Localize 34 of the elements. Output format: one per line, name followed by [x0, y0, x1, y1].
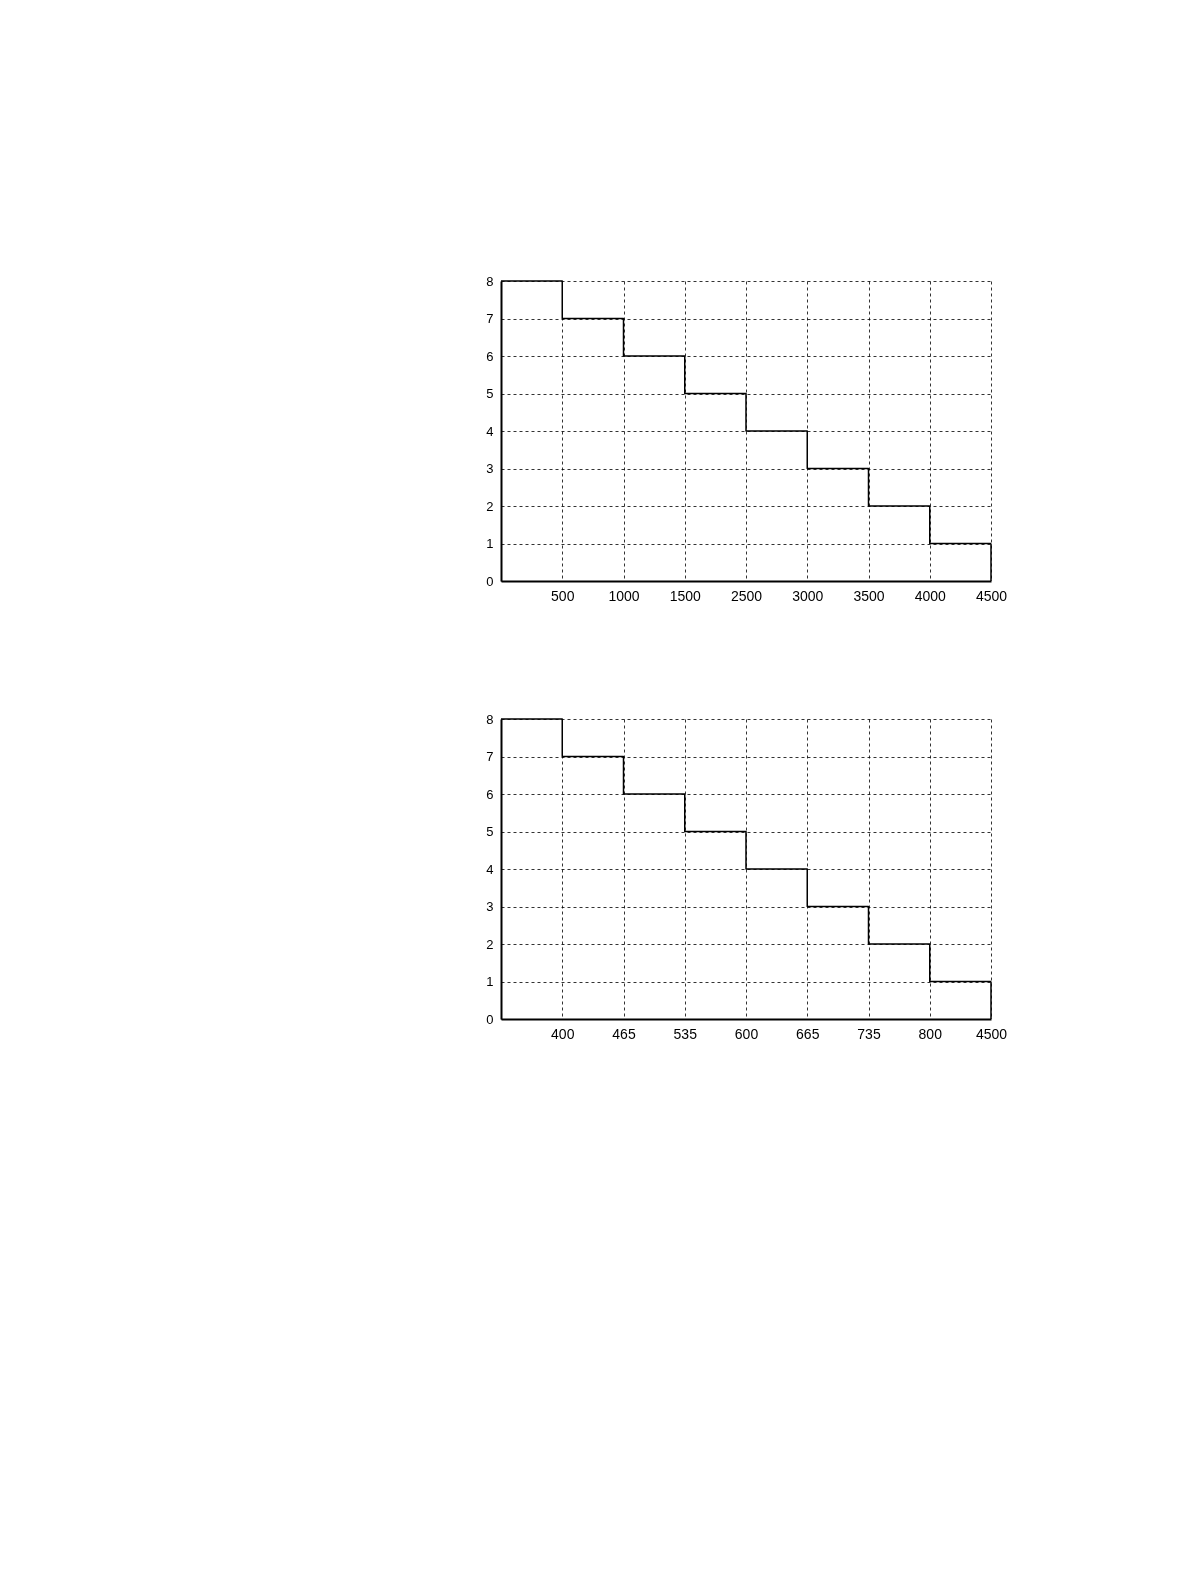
y-tick-label: 1 — [486, 536, 494, 551]
y-tick-label: 2 — [486, 936, 494, 952]
x-tick-label: 3500 — [853, 587, 885, 604]
x-tick-label: 4500 — [975, 587, 1008, 604]
y-tick-label: 5 — [486, 386, 494, 401]
x-tick-label: 600 — [734, 1025, 759, 1042]
x-tick-label: 665 — [796, 1025, 820, 1042]
y-tick-label: 4 — [486, 861, 494, 877]
x-tick-label: 535 — [673, 1025, 698, 1042]
x-tick-label: 2500 — [730, 587, 763, 604]
y-tick-label: 1 — [486, 974, 494, 989]
y-tick-label: 3 — [486, 461, 494, 476]
y-tick-label: 0 — [486, 573, 494, 589]
y-tick-label: 6 — [486, 348, 494, 364]
x-tick-label: 1000 — [608, 587, 640, 604]
x-tick-label: 4000 — [914, 587, 947, 604]
y-tick-label: 3 — [486, 899, 494, 914]
y-tick-label: 0 — [486, 1011, 494, 1027]
y-tick-label: 2 — [486, 498, 494, 514]
y-tick-label: 8 — [486, 273, 494, 289]
x-tick-label: 500 — [551, 587, 575, 604]
x-tick-label: 4500 — [975, 1025, 1008, 1042]
x-tick-label: 1500 — [669, 587, 702, 604]
y-tick-label: 8 — [486, 711, 494, 727]
y-tick-label: 5 — [486, 824, 494, 839]
x-tick-label: 735 — [857, 1025, 881, 1042]
y-tick-label: 6 — [486, 786, 494, 802]
x-tick-label: 3000 — [792, 587, 824, 604]
y-tick-label: 4 — [486, 423, 494, 439]
x-tick-label: 400 — [551, 1025, 575, 1042]
x-tick-label: 465 — [612, 1025, 636, 1042]
y-tick-label: 7 — [486, 749, 494, 764]
x-tick-label: 800 — [918, 1025, 943, 1042]
y-tick-label: 7 — [486, 311, 494, 326]
